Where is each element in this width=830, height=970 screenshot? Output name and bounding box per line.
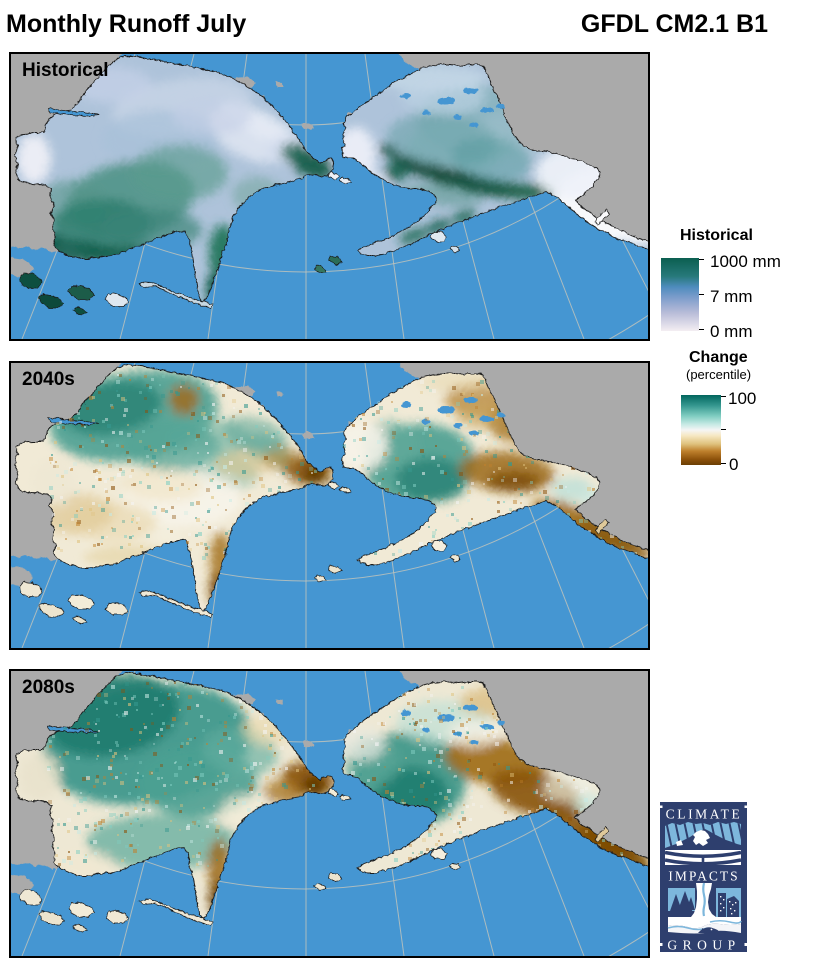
svg-text:GROUP: GROUP — [667, 938, 740, 953]
svg-text:2040s: 2040s — [22, 369, 75, 390]
svg-text:2080s: 2080s — [22, 677, 75, 698]
svg-text:Historical: Historical — [22, 60, 109, 81]
svg-text:IMPACTS: IMPACTS — [668, 869, 739, 884]
svg-text:CLIMATE: CLIMATE — [666, 807, 743, 822]
